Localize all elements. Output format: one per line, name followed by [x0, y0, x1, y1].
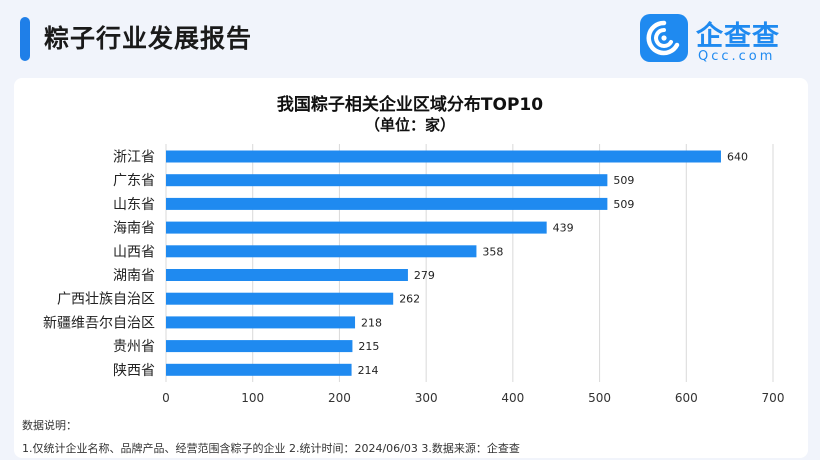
data-label: 640 — [727, 151, 748, 164]
bar — [166, 340, 353, 353]
header-accent-bar — [20, 17, 30, 61]
data-label: 218 — [361, 316, 382, 329]
data-label: 439 — [553, 222, 574, 235]
category-label: 海南省 — [113, 221, 155, 237]
bar — [166, 245, 477, 258]
x-tick-label: 300 — [415, 391, 438, 405]
category-label: 新疆维吾尔自治区 — [43, 315, 155, 331]
chart-subtitle: （单位：家） — [364, 116, 455, 134]
bar — [166, 292, 394, 305]
x-tick-label: 0 — [162, 391, 170, 405]
category-label: 山东省 — [113, 197, 155, 213]
x-tick-label: 600 — [675, 391, 698, 405]
bar — [166, 221, 547, 234]
qcc-logo-name: 企查查 — [696, 21, 780, 52]
category-label: 陕西省 — [113, 363, 155, 379]
x-tick-label: 200 — [328, 391, 351, 405]
bar — [166, 363, 352, 376]
category-label: 山西省 — [113, 244, 155, 260]
data-label: 262 — [399, 293, 420, 306]
chart-panel — [14, 78, 808, 458]
data-label: 509 — [613, 198, 634, 211]
data-label: 509 — [613, 174, 634, 187]
notes-heading: 数据说明： — [22, 419, 77, 432]
chart-title: 我国粽子相关企业区域分布TOP10 — [276, 95, 544, 115]
category-label: 浙江省 — [113, 150, 155, 166]
category-label: 贵州省 — [113, 339, 155, 355]
report-title: 粽子行业发展报告 — [44, 24, 253, 53]
bar — [166, 197, 608, 210]
data-label: 279 — [414, 269, 435, 282]
bar — [166, 269, 408, 281]
data-label: 358 — [482, 245, 503, 258]
category-label: 广东省 — [113, 173, 155, 189]
x-tick-label: 700 — [762, 391, 785, 405]
bar — [166, 174, 608, 187]
x-tick-label: 400 — [501, 391, 524, 405]
bar — [166, 316, 356, 329]
data-label: 214 — [358, 364, 379, 377]
x-tick-label: 500 — [588, 391, 611, 405]
data-label: 215 — [358, 340, 379, 353]
qcc-logo: 企查查 Qcc.com — [640, 14, 810, 66]
qcc-logo-sub: Qcc.com — [698, 49, 776, 64]
qcc-logo-icon — [640, 14, 688, 62]
x-tick-label: 100 — [241, 391, 264, 405]
category-label: 广西壮族自治区 — [57, 292, 155, 308]
category-label: 湖南省 — [113, 268, 155, 284]
notes-body: 1.仅统计企业名称、品牌产品、经营范围含粽子的企业 2.统计时间：2024/06… — [22, 442, 520, 455]
bar — [166, 150, 721, 163]
